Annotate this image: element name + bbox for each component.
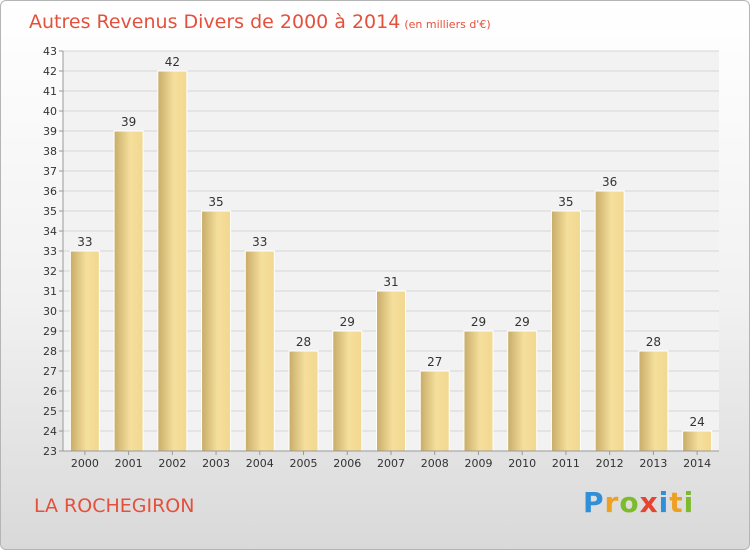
y-tick-label: 37: [43, 165, 57, 178]
logo-letter: i: [658, 486, 670, 519]
x-tick-label: 2000: [71, 457, 99, 470]
x-tick-label: 2006: [333, 457, 361, 470]
logo-letter: o: [619, 486, 640, 519]
bar: [682, 430, 713, 452]
data-label: 35: [208, 195, 223, 209]
y-tick-label: 38: [43, 145, 57, 158]
data-label: 39: [121, 115, 136, 129]
y-tick-label: 36: [43, 185, 57, 198]
data-label: 29: [340, 315, 355, 329]
bar: [550, 210, 581, 452]
data-label: 31: [383, 275, 398, 289]
y-tick-label: 33: [43, 245, 57, 258]
y-tick-label: 42: [43, 65, 57, 78]
y-tick-label: 34: [43, 225, 57, 238]
data-label: 33: [77, 235, 92, 249]
x-tick-label: 2005: [290, 457, 318, 470]
x-tick-label: 2003: [202, 457, 230, 470]
data-label: 29: [515, 315, 530, 329]
data-label: 42: [165, 55, 180, 69]
x-tick-label: 2004: [246, 457, 274, 470]
y-tick-label: 31: [43, 285, 57, 298]
x-tick-label: 2002: [158, 457, 186, 470]
data-label: 35: [558, 195, 573, 209]
y-tick-label: 25: [43, 405, 57, 418]
bar: [113, 130, 144, 452]
y-tick-label: 23: [43, 445, 57, 458]
bar: [244, 250, 275, 452]
data-labels: 33 39 42 35 33 28 29 31 27 29 29 35 36 28 24: [77, 55, 705, 429]
data-label: 27: [427, 355, 442, 369]
y-tick-label: 24: [43, 425, 57, 438]
y-tick-label: 39: [43, 125, 57, 138]
bar: [594, 190, 625, 452]
bar: [201, 210, 232, 452]
x-tick-label: 2011: [552, 457, 580, 470]
data-label: 28: [296, 335, 311, 349]
y-tick-label: 35: [43, 205, 57, 218]
bar: [288, 350, 319, 452]
bar: [332, 330, 363, 452]
x-tick-label: 2014: [683, 457, 711, 470]
data-label: 24: [689, 415, 704, 429]
x-tick-label: 2009: [464, 457, 492, 470]
x-tick-label: 2007: [377, 457, 405, 470]
y-tick-label: 26: [43, 385, 57, 398]
data-label: 28: [646, 335, 661, 349]
logo-letter: i: [683, 486, 695, 519]
chart-title: Autres Revenus Divers de 2000 à 2014 (en …: [29, 11, 491, 33]
y-tick-label: 43: [43, 45, 57, 58]
logo-letter: P: [583, 486, 605, 519]
logo-letter: x: [639, 486, 659, 519]
logo-letter: r: [604, 486, 620, 519]
y-tick-label: 30: [43, 305, 57, 318]
x-tick-label: 2001: [115, 457, 143, 470]
x-tick-label: 2012: [596, 457, 624, 470]
bar: [463, 330, 494, 452]
data-label: 33: [252, 235, 267, 249]
y-tick-label: 40: [43, 105, 57, 118]
bar: [419, 370, 450, 452]
data-label: 29: [471, 315, 486, 329]
bar: [69, 250, 100, 452]
y-tick-label: 29: [43, 325, 57, 338]
x-tick-label: 2013: [639, 457, 667, 470]
proxiti-logo[interactable]: Proxiti: [583, 486, 694, 519]
bar: [638, 350, 669, 452]
bar: [507, 330, 538, 452]
bar: [157, 70, 188, 452]
bars: [69, 70, 713, 452]
commune-name: LA ROCHEGIRON: [34, 495, 195, 517]
bar: [376, 290, 406, 452]
y-tick-label: 32: [43, 265, 57, 278]
tick-labels: 23 24 25 26 27 28 29 30 31 32 33 34 35 36 37 38 39 40 41 42…: [43, 45, 711, 470]
chart-unit: (en milliers d'€): [404, 18, 491, 31]
y-tick-label: 41: [43, 85, 57, 98]
y-tick-label: 27: [43, 365, 57, 378]
x-tick-label: 2010: [508, 457, 536, 470]
chart-title-text: Autres Revenus Divers de 2000 à 2014: [29, 11, 401, 33]
x-tick-label: 2008: [421, 457, 449, 470]
data-label: 36: [602, 175, 617, 189]
y-tick-label: 28: [43, 345, 57, 358]
logo-letter: t: [669, 486, 684, 519]
